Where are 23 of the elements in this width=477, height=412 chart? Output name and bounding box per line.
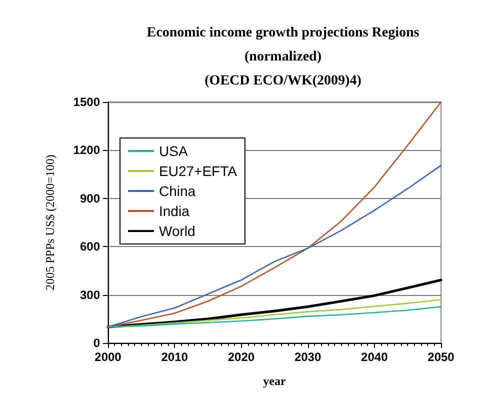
line-series [107,164,442,328]
y-axis-title: 2005 PPPs US$ (2000=100) [43,154,57,290]
x-tick-label: 2010 [161,350,188,364]
x-tick-label: 2050 [428,350,455,364]
y-tick-label: 0 [93,336,100,350]
legend-label: China [159,183,196,199]
legend-label: World [159,223,196,239]
y-tick-label: 1500 [73,95,100,109]
chart-title: Economic income growth projections Regions (normalized) (OECD ECO/WK(2009)4) [146,26,420,88]
x-tick-label: 2000 [94,350,122,364]
line-series [107,306,442,328]
y-tick-label: 900 [80,191,100,206]
legend-label: EU27+EFTA [159,163,238,179]
y-tick-label: 1200 [73,143,100,158]
x-tick-label: 2030 [294,350,322,364]
x-tick-label: 2040 [361,350,388,364]
legend-label: India [159,203,190,219]
x-tick-label: 2020 [228,350,255,364]
y-tick-label: 300 [80,288,100,302]
legend-label: USA [159,143,188,159]
x-axis-title: year [263,374,286,388]
y-tick-label: 600 [80,240,100,254]
line-series [107,298,442,328]
